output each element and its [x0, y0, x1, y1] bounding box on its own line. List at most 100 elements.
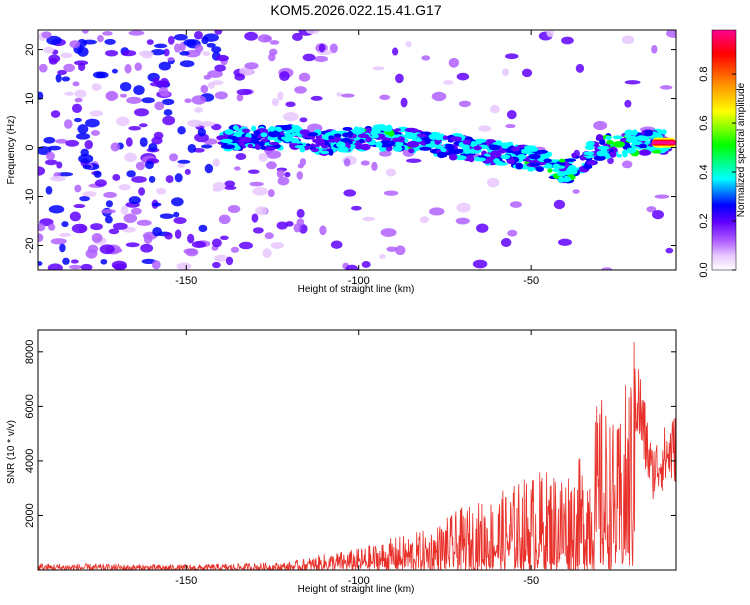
spectrogram-cell	[93, 170, 102, 178]
spectrogram-cell	[379, 94, 391, 100]
spectrogram-cell	[57, 172, 74, 177]
spectrogram-cell	[194, 107, 204, 113]
spectrogram-cell	[653, 149, 662, 154]
spectrogram-cell	[397, 136, 405, 143]
spectrogram-cell	[302, 53, 316, 62]
spectrogram-cell	[267, 130, 280, 138]
spectrogram-cell	[529, 162, 541, 167]
spectrogram-cell	[605, 135, 612, 141]
spectrogram-cell	[171, 197, 184, 207]
spectrogram-cell	[392, 137, 400, 143]
y-tick-label: 2000	[24, 503, 36, 527]
spectrogram-cell	[267, 189, 275, 198]
spectrogram-cell	[260, 132, 268, 138]
spectrogram-cell	[572, 189, 580, 194]
y-tick-label: -20	[24, 238, 36, 254]
spectrogram-cell	[314, 55, 329, 63]
spectrogram-cell	[73, 60, 89, 66]
spectrogram-cell	[456, 202, 471, 213]
spectrogram-cell	[621, 149, 628, 157]
spectrogram-cell	[38, 261, 43, 266]
spectrogram-cell	[191, 95, 207, 105]
y-tick-label: 20	[24, 43, 36, 55]
spectrogram-cell	[179, 51, 190, 56]
spectrogram-cell	[82, 39, 97, 45]
spectrogram-cell	[400, 97, 408, 108]
spectrogram-cell	[507, 229, 518, 237]
spectrogram-cell	[626, 135, 638, 143]
colorbar-tick-label: 0.0	[698, 262, 710, 277]
spectrogram-cell	[177, 126, 186, 135]
spectrogram-cell	[285, 101, 296, 108]
spectrogram-cell	[49, 175, 66, 182]
spectrogram-cell	[258, 152, 268, 162]
spectrogram-cell	[64, 119, 73, 129]
spectrogram-cell	[609, 151, 617, 158]
spectrogram-cell	[240, 136, 252, 143]
spectrogram-cell	[488, 144, 501, 151]
spectrogram-cell	[124, 152, 137, 163]
spectrogram-cell	[537, 149, 549, 154]
spectrogram-cell	[515, 162, 524, 170]
spectrogram-cell	[94, 179, 107, 187]
spectrogram-cell	[440, 147, 447, 153]
spectrogram-cell	[521, 68, 533, 78]
spectrogram-cell	[644, 129, 654, 137]
spectrogram-cell	[84, 139, 93, 150]
spectrogram-cell	[583, 151, 595, 156]
spectrogram-cell	[123, 213, 138, 223]
spectrogram-cell	[105, 90, 119, 101]
colorbar-tick-label: 0.4	[698, 164, 710, 179]
spectrogram-cell	[134, 108, 149, 117]
spectrogram-cell	[74, 97, 83, 103]
spectrogram-cell	[347, 130, 353, 138]
spectrogram-cell	[59, 243, 66, 253]
spectrogram-cell	[69, 40, 81, 49]
spectrogram-cell	[104, 215, 113, 224]
spectrogram-cell	[177, 159, 191, 164]
x-tick-label: -50	[523, 275, 539, 287]
y-tick-label: 0	[24, 144, 36, 150]
spectrogram-cell	[174, 173, 183, 183]
spectrogram-cell	[145, 160, 154, 170]
spectrogram-cell	[494, 160, 503, 165]
spectrogram-cell	[490, 104, 500, 114]
spectrogram-cell	[176, 262, 192, 270]
spectrogram-cell	[173, 211, 180, 218]
spectrogram-cell	[111, 68, 118, 74]
spectrogram-cell	[126, 96, 142, 104]
spectrogram-cell	[160, 91, 171, 97]
spectrogram-cell	[236, 88, 253, 96]
spectrogram-cell	[136, 219, 152, 226]
spectrogram-y-label: Frequency (Hz)	[6, 116, 17, 185]
spectrogram-cell	[310, 95, 323, 101]
spectrogram-cell	[268, 141, 280, 146]
spectrogram-cell	[203, 74, 212, 80]
spectrogram-cell	[197, 128, 207, 137]
spectrogram-cell	[394, 128, 401, 132]
spectrogram-cell	[448, 153, 458, 161]
spectrogram-cell	[298, 72, 311, 82]
spectrogram-cell	[90, 129, 100, 136]
spectrogram-cell	[456, 72, 470, 81]
spectrogram-cell	[638, 143, 648, 149]
spectrogram-cell	[593, 120, 608, 131]
spectrogram-cell	[283, 138, 291, 143]
spectrogram-cell	[92, 71, 106, 79]
spectrogram-cell	[200, 144, 213, 149]
spectrogram-cell	[270, 241, 284, 249]
spectrogram-cell	[43, 136, 56, 144]
spectrogram-cell	[163, 109, 173, 116]
spectrogram-cell	[135, 161, 145, 171]
spectrogram-cell	[652, 209, 665, 220]
spectrogram-cell	[586, 140, 595, 146]
spectrogram-cell	[380, 228, 397, 237]
spectrogram-cell	[526, 145, 537, 150]
spectrogram-cell	[476, 223, 489, 233]
spectrogram-cell	[595, 134, 604, 141]
spectrogram-cell	[262, 248, 272, 259]
spectrogram-cell	[225, 256, 234, 266]
spectrogram-cell	[478, 125, 492, 132]
spectrogram-cell	[333, 133, 342, 138]
spectrogram-cell	[85, 118, 100, 128]
